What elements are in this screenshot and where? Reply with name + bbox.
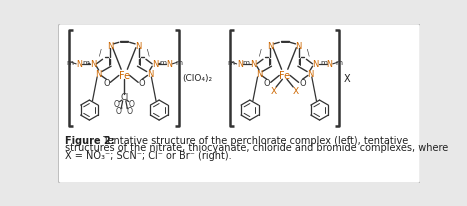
Text: m: m: [66, 59, 73, 65]
Text: Figure 2:: Figure 2:: [64, 135, 114, 145]
Text: O: O: [129, 100, 135, 109]
Text: 'O: 'O: [125, 107, 133, 116]
Text: O: O: [263, 78, 270, 87]
Text: N: N: [152, 60, 158, 69]
Text: O': O': [116, 107, 124, 116]
FancyBboxPatch shape: [58, 25, 420, 183]
Text: (ClO₄)₂: (ClO₄)₂: [183, 74, 212, 83]
Text: m: m: [175, 59, 182, 65]
Text: N: N: [250, 60, 257, 69]
Text: Tentative structure of the perchlorate complex (left), tentative: Tentative structure of the perchlorate c…: [97, 135, 408, 145]
Text: O: O: [103, 78, 110, 87]
Text: structures of the nitrate, thiocyanate, chloride and bromide complexes, where: structures of the nitrate, thiocyanate, …: [64, 143, 448, 153]
Text: m: m: [335, 59, 342, 65]
Text: Fe: Fe: [279, 71, 290, 81]
Text: N: N: [95, 69, 102, 78]
Text: N: N: [237, 60, 243, 69]
Text: N: N: [147, 69, 153, 78]
Text: O: O: [113, 100, 120, 109]
Text: O: O: [139, 78, 145, 87]
Text: m: m: [227, 59, 234, 65]
Text: m: m: [320, 60, 327, 66]
Text: N: N: [327, 60, 333, 69]
Text: \: \: [147, 49, 149, 57]
Text: N: N: [135, 42, 142, 51]
Text: N: N: [90, 60, 97, 69]
Text: N: N: [312, 60, 319, 69]
Text: m: m: [82, 60, 89, 66]
Text: N: N: [268, 42, 274, 51]
Text: N: N: [307, 69, 313, 78]
Text: X = NO₃⁻; SCN⁻; Cl⁻ or Br⁻ (right).: X = NO₃⁻; SCN⁻; Cl⁻ or Br⁻ (right).: [64, 150, 231, 160]
Text: N: N: [256, 69, 262, 78]
Text: /: /: [259, 49, 262, 57]
Text: N: N: [77, 60, 82, 69]
Text: Cl: Cl: [120, 93, 128, 102]
Text: X: X: [271, 87, 277, 96]
Text: N: N: [107, 42, 113, 51]
Text: N: N: [296, 42, 302, 51]
Text: X: X: [343, 73, 350, 83]
Text: \: \: [307, 49, 310, 57]
Text: Fe: Fe: [119, 71, 130, 81]
Text: X: X: [292, 87, 298, 96]
Text: m: m: [242, 60, 249, 66]
Text: N: N: [166, 60, 172, 69]
Text: O: O: [299, 78, 306, 87]
Text: /: /: [99, 49, 101, 57]
Text: m: m: [160, 60, 167, 66]
